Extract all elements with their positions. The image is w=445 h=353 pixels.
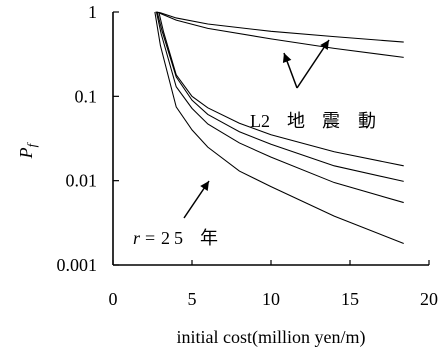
r25-annotation-prefix: r bbox=[133, 228, 141, 248]
r25-annotation-part-1: = bbox=[145, 228, 155, 248]
r25-annotation-part-2: 2 bbox=[161, 228, 170, 248]
x-tick-label: 10 bbox=[262, 289, 280, 309]
axes-layer: 0 5 10 15 20 0.001 0.01 0.1 1 initial cost(millio… bbox=[16, 2, 438, 348]
l2-annotation-part-4: 動 bbox=[358, 111, 376, 131]
series-line-5 bbox=[155, 11, 404, 204]
x-tick-label: 5 bbox=[188, 289, 197, 309]
x-tick-label: 20 bbox=[420, 289, 438, 309]
x-tick-label: 0 bbox=[109, 289, 118, 309]
y-axis-label: Pf bbox=[16, 141, 39, 159]
r25-annotation-part-4: 年 bbox=[200, 228, 218, 248]
y-tick-label: 0.001 bbox=[57, 255, 98, 275]
l2-arrow-left-head bbox=[282, 53, 292, 64]
series-line-3 bbox=[158, 11, 404, 167]
annotations-layer: L2 地震動 r = 2 5 年 bbox=[133, 39, 376, 248]
r25-annotation: r = 2 5 年 bbox=[133, 228, 218, 248]
r25-annotation-part-3: 5 bbox=[174, 228, 183, 248]
y-tick-label: 1 bbox=[88, 2, 97, 22]
l2-arrow-right-shaft bbox=[296, 39, 330, 89]
y-axis-label-main: P bbox=[16, 147, 36, 159]
y-tick-label: 0.1 bbox=[75, 86, 98, 106]
l2-annotation-part-1: L2 bbox=[250, 111, 270, 131]
r25-arrow-head bbox=[200, 181, 209, 191]
l2-annotation-part-2: 地 bbox=[287, 111, 305, 131]
series-line-6 bbox=[154, 11, 404, 244]
series-line-2 bbox=[157, 11, 404, 58]
y-axis-label-subscript: f bbox=[24, 141, 39, 147]
series-line-1 bbox=[155, 11, 404, 43]
l2-arrow-right-head bbox=[320, 40, 329, 50]
y-tick-label: 0.01 bbox=[66, 171, 98, 191]
x-tick-label: 15 bbox=[341, 289, 359, 309]
series-line-4 bbox=[156, 11, 404, 182]
l2-annotation-part-3: 震 bbox=[322, 111, 340, 131]
l2-annotation: L2 地震動 bbox=[250, 111, 376, 131]
curves-layer bbox=[154, 11, 404, 244]
x-axis-label: initial cost(million yen/m) bbox=[177, 327, 366, 348]
